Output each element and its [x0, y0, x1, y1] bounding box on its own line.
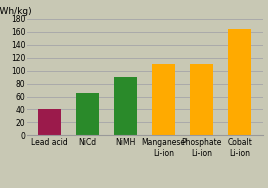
Bar [152, 64, 175, 135]
Text: (Wh/kg): (Wh/kg) [0, 8, 32, 17]
Bar [228, 29, 251, 135]
Bar [38, 109, 61, 135]
Bar [76, 93, 99, 135]
Bar [114, 77, 137, 135]
Bar [190, 64, 213, 135]
